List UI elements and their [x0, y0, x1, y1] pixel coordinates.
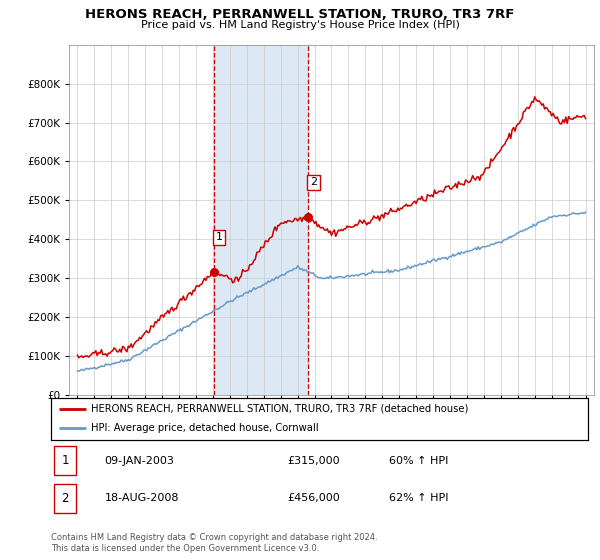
Text: HERONS REACH, PERRANWELL STATION, TRURO, TR3 7RF (detached house): HERONS REACH, PERRANWELL STATION, TRURO,… — [91, 404, 469, 414]
Text: Contains HM Land Registry data © Crown copyright and database right 2024.: Contains HM Land Registry data © Crown c… — [51, 533, 377, 542]
Text: 2: 2 — [61, 492, 69, 505]
Text: 62% ↑ HPI: 62% ↑ HPI — [389, 493, 449, 503]
Text: HPI: Average price, detached house, Cornwall: HPI: Average price, detached house, Corn… — [91, 423, 319, 433]
Text: £315,000: £315,000 — [287, 456, 340, 465]
Text: Price paid vs. HM Land Registry's House Price Index (HPI): Price paid vs. HM Land Registry's House … — [140, 20, 460, 30]
Text: 1: 1 — [215, 232, 223, 242]
Text: 1: 1 — [61, 454, 69, 467]
Text: HERONS REACH, PERRANWELL STATION, TRURO, TR3 7RF: HERONS REACH, PERRANWELL STATION, TRURO,… — [85, 8, 515, 21]
Text: 2: 2 — [310, 178, 317, 188]
Text: 09-JAN-2003: 09-JAN-2003 — [105, 456, 175, 465]
FancyBboxPatch shape — [53, 483, 76, 513]
Text: This data is licensed under the Open Government Licence v3.0.: This data is licensed under the Open Gov… — [51, 544, 319, 553]
Text: 60% ↑ HPI: 60% ↑ HPI — [389, 456, 449, 465]
Bar — [214, 45, 308, 395]
Text: £456,000: £456,000 — [287, 493, 340, 503]
Text: 18-AUG-2008: 18-AUG-2008 — [105, 493, 179, 503]
FancyBboxPatch shape — [53, 446, 76, 475]
